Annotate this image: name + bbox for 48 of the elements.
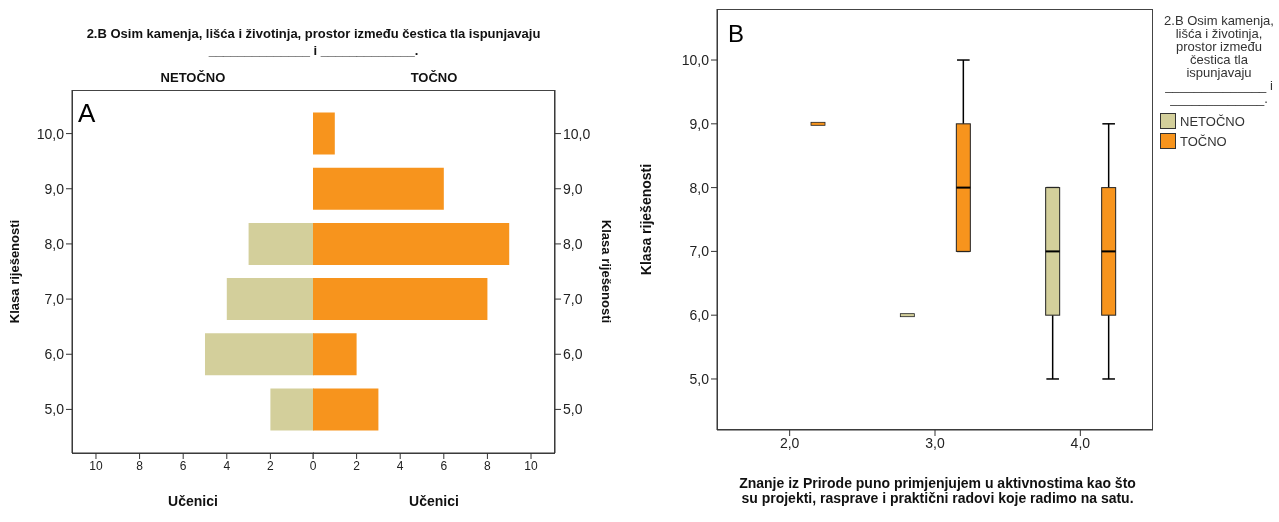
x-tick-label: 2,0 [779, 434, 800, 451]
y-tick-label: 9,0 [44, 180, 65, 197]
y-axis-title: Klasa riješenosti [6, 219, 22, 324]
x-tick-label: 4 [396, 458, 404, 473]
y-tick-label: 5,0 [44, 401, 65, 418]
legend-title: 2.B Osim kamenja, lišća i životinja, prostor između čestica tla ispunjavaju ______________ i _____________. [1163, 13, 1275, 106]
bar [313, 112, 335, 155]
y-tick-label: 10,0 [681, 52, 710, 68]
y-tick-label: 7,0 [689, 243, 710, 260]
y-tick-label: 10,0 [563, 125, 591, 142]
text: TOČNO [409, 70, 459, 85]
y-tick-label: 9,0 [689, 115, 710, 132]
y-tick-label: 6,0 [44, 346, 65, 363]
x-axis-title: Učenici [409, 493, 459, 509]
legend-label: TOČNO [1180, 133, 1227, 149]
x-axis-title: Znanje iz Prirode puno primjenjujem u aktivnostima kao što su projekti, rasprave i praktični radovi koje radimo na satu. [738, 475, 1137, 506]
x-tick-label: 4,0 [1070, 434, 1091, 451]
bar [313, 167, 444, 210]
x-tick-label: 2 [267, 458, 275, 473]
x-tick-label: 6 [440, 458, 448, 473]
y-tick-label: 6,0 [689, 307, 710, 324]
x-tick-label: 8 [136, 458, 144, 473]
annotation: A [78, 98, 96, 129]
x-tick-label: 8 [484, 458, 492, 473]
annotation: B [728, 20, 745, 48]
y-axis-title: Klasa riješenosti [637, 163, 654, 276]
chart-title: 2.B Osim kamenja, lišća i životinja, prostor između čestica tla ispunjavaju ______________ i _____________. [85, 25, 542, 59]
y-tick-label: 8,0 [689, 179, 710, 196]
x-tick-label: 3,0 [925, 434, 945, 451]
text: NETOČNO [159, 70, 227, 85]
x-tick-label: 10 [524, 458, 539, 473]
x-tick-label: 10 [89, 458, 103, 473]
y-tick-label: 5,0 [689, 370, 710, 387]
y-tick-label: 5,0 [563, 401, 583, 418]
y-tick-label: 8,0 [563, 235, 583, 252]
x-tick-label: 6 [179, 458, 187, 473]
y-tick-label: 8,0 [44, 235, 65, 252]
y-tick-label: 7,0 [44, 291, 65, 308]
x-axis-title: Učenici [168, 493, 218, 509]
x-tick-label: 2 [353, 458, 361, 473]
x-tick-label: 4 [223, 458, 231, 473]
y-tick-label: 9,0 [563, 180, 583, 197]
x-tick-label: 0 [309, 458, 317, 473]
y-tick-label: 10,0 [36, 125, 65, 142]
y-tick-label: 6,0 [563, 346, 583, 363]
y-tick-label: 7,0 [563, 291, 583, 308]
y-axis-title: Klasa riješenosti [599, 219, 615, 324]
legend-label: NETOČNO [1180, 113, 1245, 129]
